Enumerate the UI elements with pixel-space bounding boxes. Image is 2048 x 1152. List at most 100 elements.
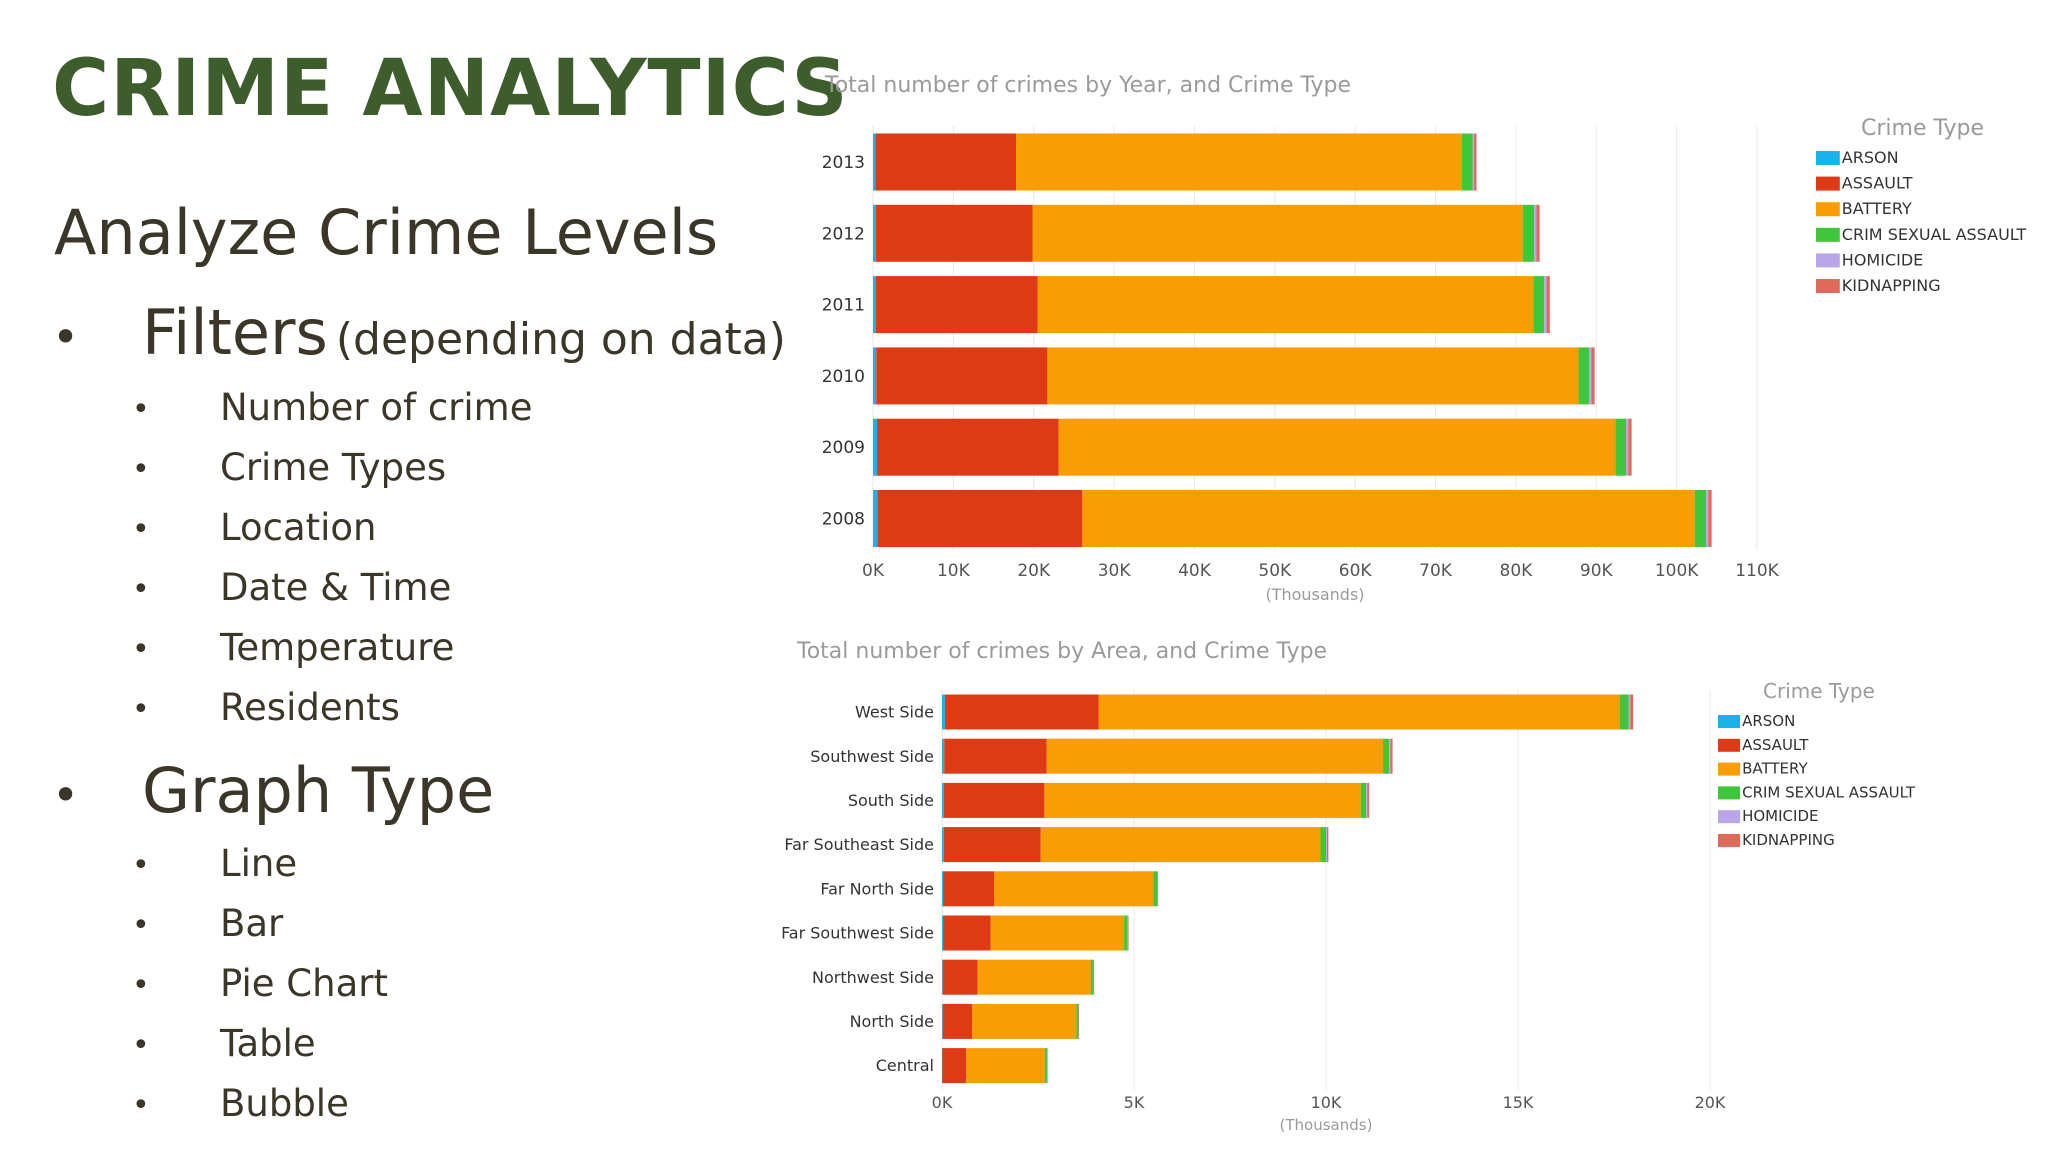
slide-subtitle: Analyze Crime Levels xyxy=(54,196,719,269)
bar-segment-crim-sexual-assault[interactable] xyxy=(1619,694,1629,730)
bar-segment-assault[interactable] xyxy=(875,133,1017,191)
bar-segment-arson[interactable] xyxy=(942,871,944,907)
bar-segment-crim-sexual-assault[interactable] xyxy=(1615,418,1627,476)
bar-segment-kidnapping[interactable] xyxy=(1127,915,1129,951)
bar-segment-battery[interactable] xyxy=(1016,133,1463,191)
bar-segment-kidnapping[interactable] xyxy=(1157,871,1159,907)
bar-segment-homicide[interactable] xyxy=(1157,871,1158,907)
legend-item: BATTERY xyxy=(1842,199,1912,218)
bar-segment-arson[interactable] xyxy=(942,738,945,774)
bar-segment-arson[interactable] xyxy=(873,276,876,334)
y-category-label: Southwest Side xyxy=(810,747,934,766)
bar-segment-kidnapping[interactable] xyxy=(1078,1003,1080,1039)
bar-segment-battery[interactable] xyxy=(994,871,1154,907)
bar-segment-battery[interactable] xyxy=(971,1003,1077,1039)
bar-segment-crim-sexual-assault[interactable] xyxy=(1090,959,1094,995)
bar-segment-crim-sexual-assault[interactable] xyxy=(1462,133,1473,191)
bar-segment-homicide[interactable] xyxy=(1472,133,1475,191)
bar-segment-assault[interactable] xyxy=(943,915,991,951)
y-category-label: Northwest Side xyxy=(812,968,934,987)
bar-segment-battery[interactable] xyxy=(1047,347,1579,405)
bar-segment-kidnapping[interactable] xyxy=(1708,490,1712,547)
bar-segment-crim-sexual-assault[interactable] xyxy=(1578,347,1590,405)
legend-swatch xyxy=(1816,279,1840,293)
bar-segment-kidnapping[interactable] xyxy=(1630,694,1634,730)
bar-segment-assault[interactable] xyxy=(875,276,1038,334)
bar-segment-kidnapping[interactable] xyxy=(1093,959,1095,995)
list-item-label: Temperature xyxy=(220,626,455,669)
bar-segment-homicide[interactable] xyxy=(1544,276,1547,334)
bar-segment-assault[interactable] xyxy=(942,959,978,995)
bar-segment-homicide[interactable] xyxy=(1533,204,1537,262)
bar-segment-arson[interactable] xyxy=(942,1003,943,1039)
bar-segment-arson[interactable] xyxy=(942,827,944,863)
bar-segment-battery[interactable] xyxy=(1058,418,1616,476)
bar-segment-crim-sexual-assault[interactable] xyxy=(1533,276,1545,334)
bar-segment-crim-sexual-assault[interactable] xyxy=(1076,1003,1079,1039)
bar-segment-assault[interactable] xyxy=(942,1048,967,1084)
y-category-label: Central xyxy=(876,1056,934,1075)
bar-segment-arson[interactable] xyxy=(873,204,876,262)
bar-segment-arson[interactable] xyxy=(873,490,878,547)
bar-segment-battery[interactable] xyxy=(1032,204,1523,262)
bar-segment-battery[interactable] xyxy=(966,1048,1045,1084)
bar-segment-arson[interactable] xyxy=(942,782,944,818)
bar-segment-assault[interactable] xyxy=(944,738,1047,774)
bar-segment-battery[interactable] xyxy=(1098,694,1620,730)
bar-segment-homicide[interactable] xyxy=(1705,490,1709,547)
bar-segment-kidnapping[interactable] xyxy=(1326,827,1329,863)
bar-segment-kidnapping[interactable] xyxy=(1536,204,1540,262)
bar-segment-homicide[interactable] xyxy=(1326,827,1327,863)
x-tick-label: 110K xyxy=(1735,561,1779,581)
bar-segment-kidnapping[interactable] xyxy=(1047,1048,1048,1084)
bar-segment-arson[interactable] xyxy=(942,1048,943,1084)
bar-segment-homicide[interactable] xyxy=(1127,915,1128,951)
bar-segment-assault[interactable] xyxy=(943,871,995,907)
bar-segment-crim-sexual-assault[interactable] xyxy=(1383,738,1390,774)
bar-segment-battery[interactable] xyxy=(977,959,1091,995)
y-category-label: 2011 xyxy=(822,296,865,316)
bar-segment-kidnapping[interactable] xyxy=(1591,347,1595,405)
bar-segment-battery[interactable] xyxy=(1040,827,1321,863)
bar-segment-homicide[interactable] xyxy=(1389,738,1391,774)
bar-segment-battery[interactable] xyxy=(990,915,1125,951)
bar-segment-crim-sexual-assault[interactable] xyxy=(1522,204,1534,262)
bar-segment-crim-sexual-assault[interactable] xyxy=(1360,782,1367,818)
bar-segment-crim-sexual-assault[interactable] xyxy=(1124,915,1128,951)
bar-segment-crim-sexual-assault[interactable] xyxy=(1044,1048,1047,1084)
legend-swatch xyxy=(1718,810,1741,824)
bar-segment-assault[interactable] xyxy=(877,418,1059,476)
y-category-label: Far North Side xyxy=(820,879,934,898)
bar-segment-assault[interactable] xyxy=(877,490,1083,547)
bar-segment-homicide[interactable] xyxy=(1589,347,1592,405)
bar-segment-kidnapping[interactable] xyxy=(1390,738,1393,774)
bar-segment-battery[interactable] xyxy=(1046,738,1384,774)
legend-item: CRIM SEXUAL ASSAULT xyxy=(1842,225,2027,244)
bar-segment-arson[interactable] xyxy=(942,959,943,995)
bar-segment-battery[interactable] xyxy=(1044,782,1361,818)
bar-segment-kidnapping[interactable] xyxy=(1628,418,1632,476)
bar-segment-arson[interactable] xyxy=(873,133,876,191)
bullet-icon: • xyxy=(52,768,80,822)
bar-segment-battery[interactable] xyxy=(1037,276,1534,334)
bar-segment-crim-sexual-assault[interactable] xyxy=(1694,490,1706,547)
bar-segment-battery[interactable] xyxy=(1082,490,1695,547)
bar-segment-assault[interactable] xyxy=(875,204,1033,262)
bar-segment-kidnapping[interactable] xyxy=(1546,276,1550,334)
bar-segment-crim-sexual-assault[interactable] xyxy=(1153,871,1158,907)
bar-segment-homicide[interactable] xyxy=(1626,418,1629,476)
bar-segment-kidnapping[interactable] xyxy=(1474,133,1477,191)
bar-segment-homicide[interactable] xyxy=(1628,694,1631,730)
bar-segment-assault[interactable] xyxy=(944,694,1099,730)
bar-segment-arson[interactable] xyxy=(942,915,944,951)
bar-segment-homicide[interactable] xyxy=(1366,782,1368,818)
bar-segment-crim-sexual-assault[interactable] xyxy=(1320,827,1326,863)
bar-segment-arson[interactable] xyxy=(873,347,877,405)
bar-segment-kidnapping[interactable] xyxy=(1367,782,1370,818)
bar-segment-assault[interactable] xyxy=(942,1003,972,1039)
bar-segment-assault[interactable] xyxy=(943,782,1045,818)
bar-segment-arson[interactable] xyxy=(942,694,945,730)
bar-segment-assault[interactable] xyxy=(876,347,1048,405)
bar-segment-arson[interactable] xyxy=(873,418,878,476)
bar-segment-assault[interactable] xyxy=(943,827,1041,863)
